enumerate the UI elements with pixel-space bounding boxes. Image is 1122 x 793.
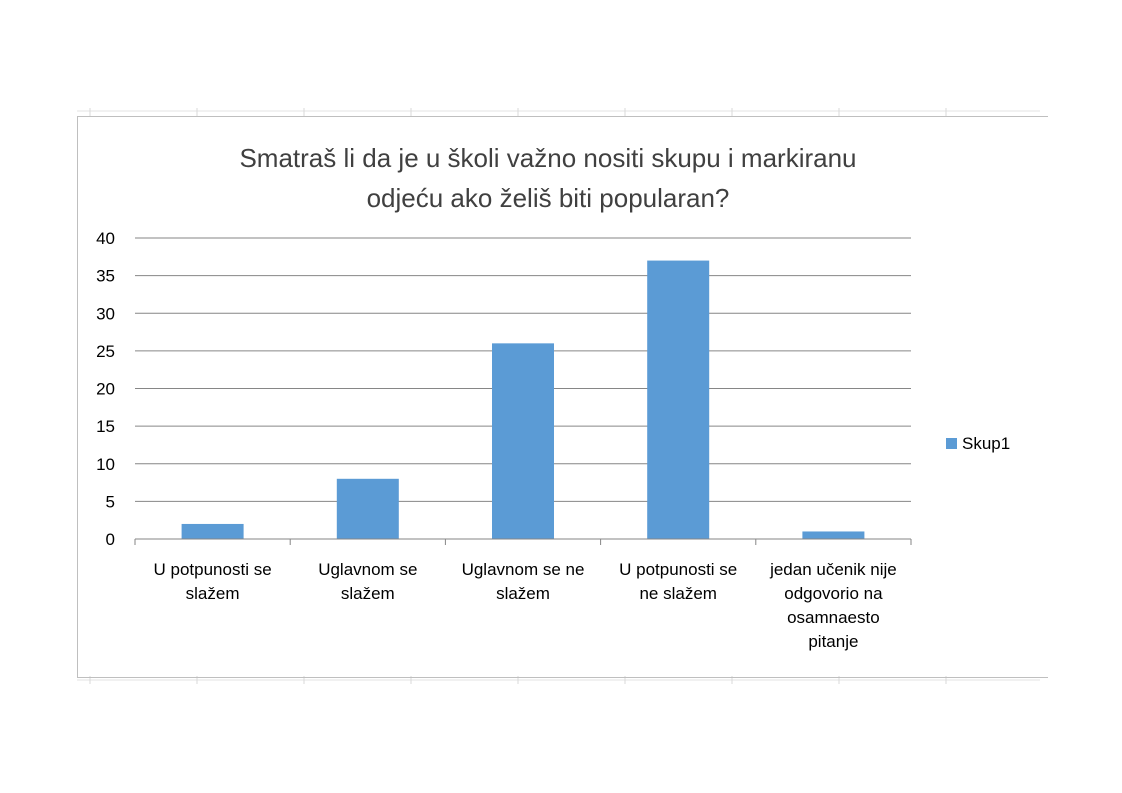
category-label-3: Uglavnom se ne slažem xyxy=(462,560,585,603)
bar-4 xyxy=(647,260,710,539)
category-label-2: Uglavnom se slažem xyxy=(318,560,417,603)
category-label-5: jedan učenik nije odgovorio na osamnaesto p… xyxy=(769,560,897,651)
category-label-1: U potpunosti se slažem xyxy=(154,560,272,603)
y-tick-label: 20 xyxy=(96,380,115,399)
legend-label-skup1: Skup1 xyxy=(962,434,1010,453)
y-tick-label: 10 xyxy=(96,455,115,474)
y-tick-label: 35 xyxy=(96,267,115,286)
bar-chart: Smatraš li da je u školi važno nositi sk… xyxy=(96,143,1010,651)
y-tick-label: 40 xyxy=(96,229,115,248)
bar-1 xyxy=(181,523,244,539)
legend: Skup1 xyxy=(946,434,1010,453)
bar-2 xyxy=(336,478,399,539)
y-tick-label: 30 xyxy=(96,304,115,323)
y-tick-label: 15 xyxy=(96,417,115,436)
chart-title: Smatraš li da je u školi važno nositi sk… xyxy=(239,143,856,213)
y-tick-label: 0 xyxy=(106,530,115,549)
bar-3 xyxy=(492,343,554,539)
bar-5 xyxy=(802,531,865,539)
x-axis xyxy=(134,538,912,545)
legend-swatch-skup1 xyxy=(946,438,957,449)
bars xyxy=(181,260,865,539)
y-tick-label: 25 xyxy=(96,342,115,361)
category-labels: U potpunosti se slažem Uglavnom se slažem Ug… xyxy=(154,560,897,651)
chart-title-line-1: Smatraš li da je u školi važno nositi sk… xyxy=(239,143,856,173)
chart-title-line-2: odjeću ako želiš biti popularan? xyxy=(367,183,730,213)
chart-area: Smatraš li da je u školi važno nositi sk… xyxy=(77,116,1048,678)
y-tick-label: 5 xyxy=(106,492,115,511)
category-label-4: U potpunosti se ne slažem xyxy=(619,560,737,603)
y-axis-ticks: 0 5 10 15 20 25 30 35 40 xyxy=(96,229,115,549)
